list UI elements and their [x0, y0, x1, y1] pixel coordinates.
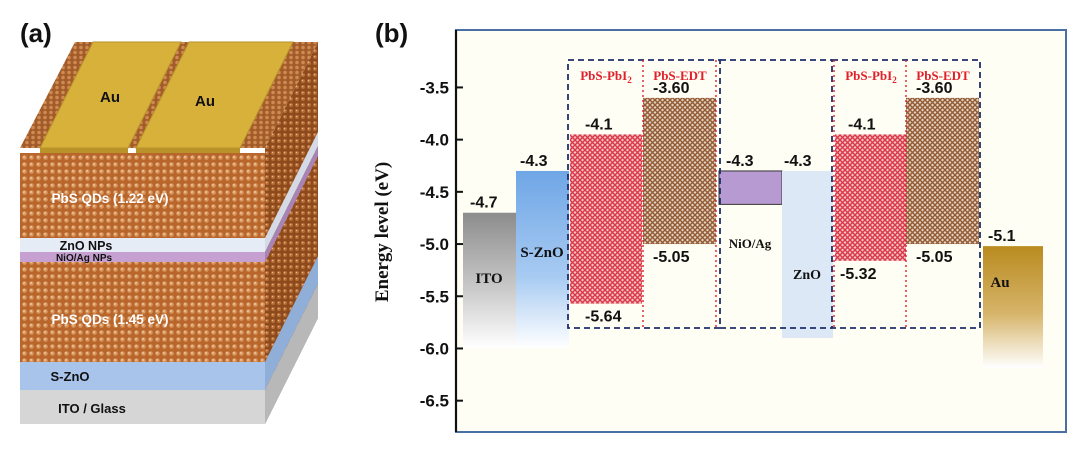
energy-block-label: PbS-PbI2 — [580, 68, 632, 85]
energy-value-label: -4.7 — [470, 195, 498, 212]
y-tick-label: -4.5 — [420, 183, 449, 202]
energy-value-label: -4.3 — [726, 153, 754, 170]
y-tick-label: -6.0 — [420, 339, 449, 358]
energy-block-label: NiO/Ag — [729, 236, 772, 251]
side-zno-stripe — [265, 132, 318, 252]
energy-value-label: -5.05 — [916, 249, 953, 266]
energy-block — [983, 246, 1043, 368]
energy-block — [906, 97, 979, 245]
energy-value-label: -3.60 — [916, 80, 953, 97]
energy-value-label: -4.3 — [784, 153, 812, 170]
y-tick-label: -4.0 — [420, 131, 449, 150]
panel-b: (b) Energy level (eV) -3.5 -4.0 -4.5 -5.0 -5… — [372, 18, 1067, 433]
layer-zno — [20, 238, 265, 252]
layer-ito — [20, 390, 265, 424]
panel-a-label: (a) — [20, 18, 52, 48]
layer-label-szno: S-ZnO — [51, 369, 90, 384]
energy-block — [718, 170, 783, 205]
layer-pbs-1 — [20, 153, 265, 238]
layer-szno — [20, 362, 265, 390]
energy-value-label: -5.1 — [988, 228, 1016, 245]
energy-value-label: -4.1 — [585, 116, 613, 133]
energy-value-label: -3.60 — [653, 80, 690, 97]
energy-block-label: PbS-EDT — [916, 68, 970, 83]
energy-value-label: -5.32 — [840, 266, 877, 283]
side-nio-stripe — [265, 146, 318, 262]
y-tick-label: -5.5 — [420, 287, 449, 306]
y-axis-label: Energy level (eV) — [372, 162, 393, 302]
energy-value-label: -5.64 — [585, 309, 622, 326]
y-tick-label: -3.5 — [420, 78, 449, 97]
layer-pbs-2 — [20, 262, 265, 362]
energy-block-label: ITO — [475, 271, 502, 287]
energy-block-label: PbS-EDT — [653, 68, 707, 83]
energy-block — [782, 170, 833, 339]
dashed-box-left — [567, 59, 721, 329]
energy-block-label: PbS-PbI2 — [845, 68, 897, 85]
layer-label-pbs-1: PbS QDs (1.22 eV) — [51, 191, 168, 206]
electrode-au-2-front — [136, 148, 240, 153]
panel-b-label: (b) — [375, 18, 408, 48]
energy-block — [643, 97, 716, 245]
energy-value-label: -4.1 — [848, 116, 876, 133]
energy-block-label: ZnO — [793, 268, 821, 283]
energy-blocks: ITO -4.7 S-ZnO -4.3 PbS-PbI2 -4.1 -5.64 PbS-EDT… — [463, 68, 1043, 368]
side-szno-stripe — [265, 256, 318, 390]
energy-block-label: S-ZnO — [520, 245, 563, 261]
electrode-au-2-label: Au — [195, 93, 215, 110]
layer-label-zno: ZnO NPs — [60, 239, 113, 253]
layer-label-ito: ITO / Glass — [58, 401, 126, 416]
side-ito-stripe — [265, 284, 318, 424]
layer-nio — [20, 252, 265, 262]
energy-value-label: -4.3 — [520, 153, 548, 170]
energy-value-label: -5.05 — [653, 249, 690, 266]
y-tick-label: -5.0 — [420, 235, 449, 254]
electrode-au-1-front — [40, 148, 128, 153]
layer-label-nio: NiO/Ag NPs — [56, 253, 113, 264]
electrode-au-1-label: Au — [100, 89, 120, 106]
energy-block — [835, 134, 906, 261]
panel-a: (a) Au Au PbS QDs (1.22 eV) ZnO NPs NiO/… — [20, 18, 318, 424]
energy-block — [570, 134, 642, 304]
y-tick-label: -6.5 — [420, 392, 449, 411]
energy-block — [463, 212, 516, 348]
energy-block-label: Au — [990, 275, 1009, 291]
y-axis-ticks: -3.5 -4.0 -4.5 -5.0 -5.5 -6.0 -6.5 — [420, 78, 463, 411]
layer-label-pbs-2: PbS QDs (1.45 eV) — [51, 312, 168, 327]
energy-block — [516, 170, 569, 348]
